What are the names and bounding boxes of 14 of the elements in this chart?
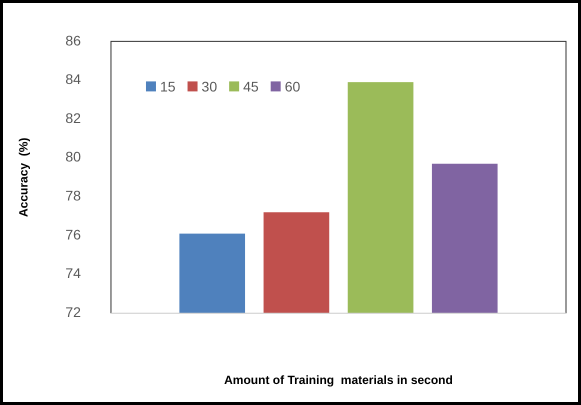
y-tick-label: 84 [65, 71, 82, 88]
y-tick-label: 76 [65, 226, 82, 242]
legend-label: 45 [243, 78, 259, 94]
y-axis-title: Accuracy (%) [16, 138, 31, 217]
y-tick-label: 78 [65, 188, 82, 204]
y-tick-label: 80 [65, 148, 82, 165]
y-tick-label: 82 [65, 110, 82, 126]
x-axis-title: Amount of Training materials in second [224, 373, 453, 388]
y-tick-label: 72 [65, 304, 82, 320]
legend-label: 60 [284, 78, 300, 94]
y-tick-label: 86 [65, 32, 82, 48]
legend-label: 30 [202, 78, 218, 94]
legend-label: 15 [160, 78, 176, 94]
y-tick-label: 74 [65, 265, 82, 282]
